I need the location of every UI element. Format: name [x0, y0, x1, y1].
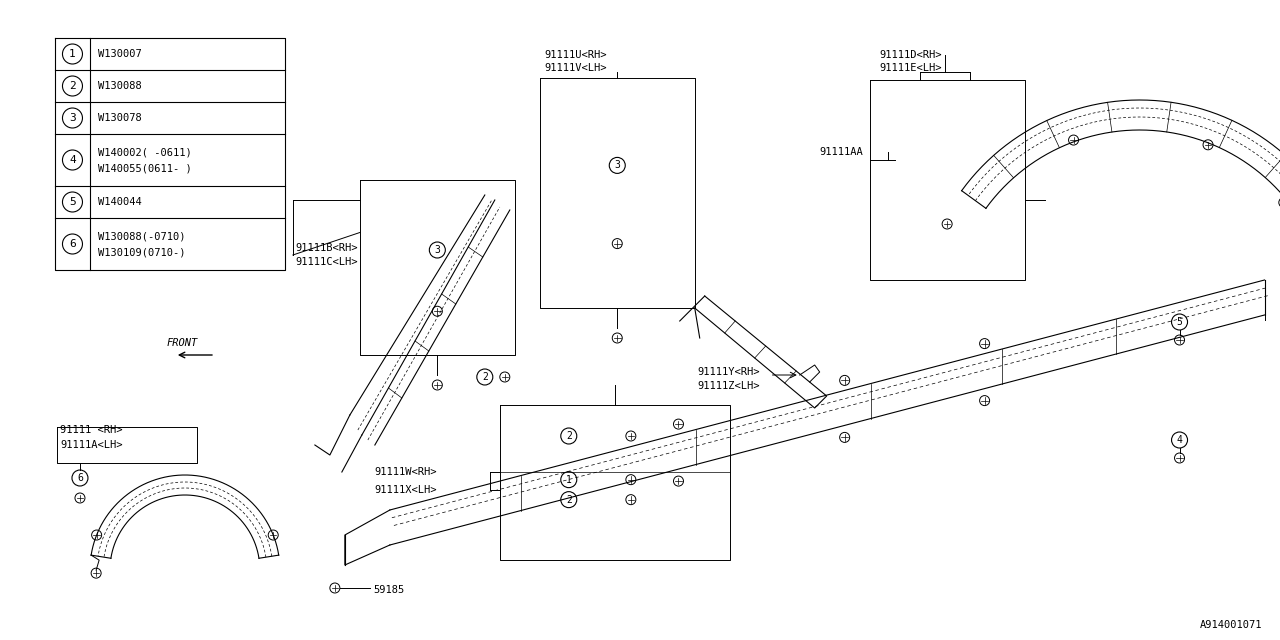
Text: 5: 5 — [1176, 317, 1183, 327]
Text: 91111B<RH>: 91111B<RH> — [294, 243, 357, 253]
Text: W140002( -0611): W140002( -0611) — [99, 147, 192, 157]
Text: 5: 5 — [69, 197, 76, 207]
Text: W130078: W130078 — [99, 113, 142, 123]
Text: 6: 6 — [77, 473, 83, 483]
Text: 91111D<RH>: 91111D<RH> — [879, 50, 942, 60]
Text: 91111A<LH>: 91111A<LH> — [60, 440, 123, 450]
Text: 2: 2 — [69, 81, 76, 91]
Text: 1: 1 — [69, 49, 76, 59]
Text: 59185: 59185 — [372, 585, 404, 595]
Text: 91111X<LH>: 91111X<LH> — [375, 484, 438, 495]
Text: W130109(0710-): W130109(0710-) — [99, 247, 186, 257]
Text: 2: 2 — [481, 372, 488, 382]
Text: 2: 2 — [566, 431, 572, 441]
Text: W130007: W130007 — [99, 49, 142, 59]
Text: 6: 6 — [69, 239, 76, 249]
Text: 91111AA: 91111AA — [819, 147, 864, 157]
Text: 91111W<RH>: 91111W<RH> — [375, 467, 438, 477]
Text: 3: 3 — [69, 113, 76, 123]
Text: 1: 1 — [566, 475, 572, 484]
Text: 4: 4 — [1176, 435, 1183, 445]
Text: 91111E<LH>: 91111E<LH> — [879, 63, 942, 73]
Text: 91111Y<RH>: 91111Y<RH> — [698, 367, 760, 377]
Text: 91111Z<LH>: 91111Z<LH> — [698, 381, 760, 391]
Text: W130088: W130088 — [99, 81, 142, 91]
Text: A914001071: A914001071 — [1199, 620, 1262, 630]
Text: W140044: W140044 — [99, 197, 142, 207]
Text: FRONT: FRONT — [166, 338, 197, 348]
Text: W140055(0611- ): W140055(0611- ) — [99, 163, 192, 173]
Text: 91111V<LH>: 91111V<LH> — [545, 63, 607, 73]
Text: 91111C<LH>: 91111C<LH> — [294, 257, 357, 267]
Text: 91111 <RH>: 91111 <RH> — [60, 425, 123, 435]
Text: 2: 2 — [566, 495, 572, 505]
Text: 3: 3 — [614, 161, 621, 170]
Text: W130088(-0710): W130088(-0710) — [99, 231, 186, 241]
Text: 4: 4 — [69, 155, 76, 165]
Text: 91111U<RH>: 91111U<RH> — [545, 50, 607, 60]
Text: 3: 3 — [434, 245, 440, 255]
